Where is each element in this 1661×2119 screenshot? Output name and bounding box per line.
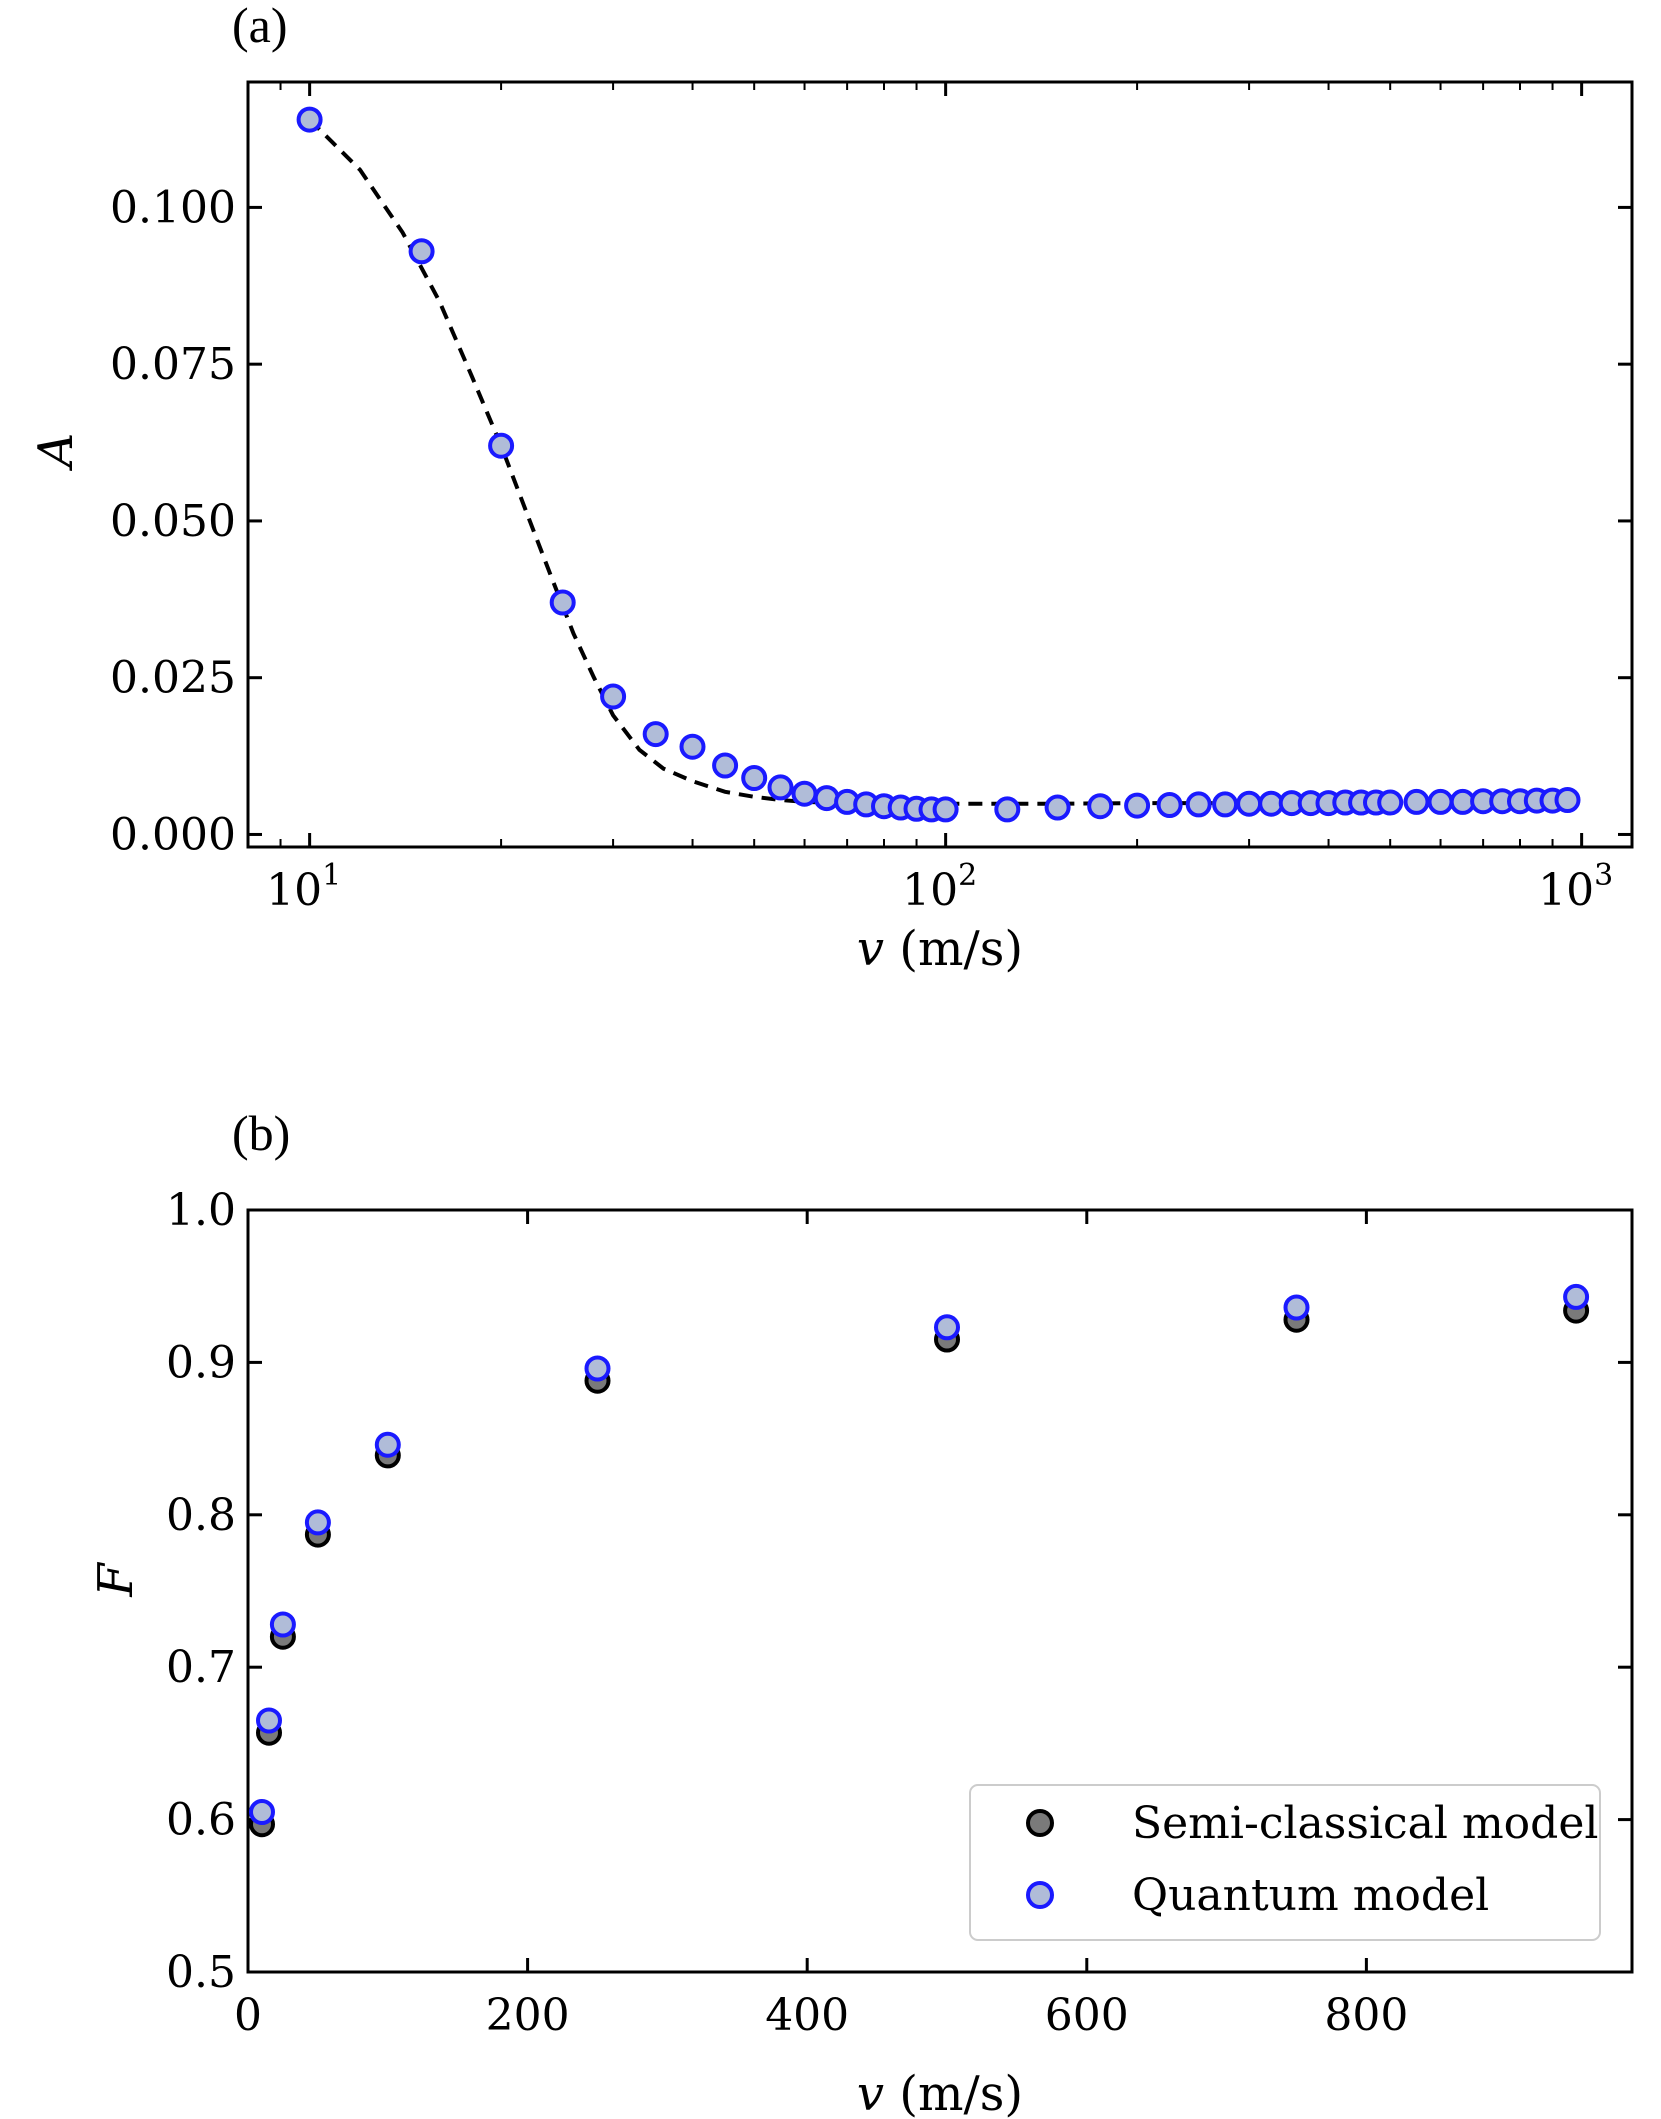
panel-a-point-series-1 — [642, 721, 669, 748]
panel-b-ytick-label: 0.8 — [166, 1490, 236, 1541]
panel-b-plot-area: 0.5 0.6 0.7 0.8 0.9 1.0 0 200 400 600 800 — [166, 1185, 1634, 2041]
panel-a-point-series-1 — [488, 432, 515, 459]
panel-a-label: (a) — [232, 0, 288, 53]
panel-a-xtick-label: 102 — [902, 858, 977, 916]
panel-b-point-series-1 — [374, 1431, 401, 1458]
legend: Semi-classical model Quantum model — [969, 1784, 1601, 1941]
panel-a-ylabel: A — [28, 433, 84, 472]
panel-b-point-series-1 — [256, 1707, 282, 1734]
legend-marker-semi-classical — [1026, 1809, 1054, 1837]
panel-b-point-series-1 — [584, 1355, 611, 1382]
panel-a-point-series-1 — [1554, 787, 1581, 813]
panel-a-point-series-1 — [1427, 788, 1454, 815]
panel-b-ylabel: F — [88, 1562, 144, 1598]
legend-label-semi-classical: Semi-classical model — [1132, 1798, 1598, 1849]
panel-b-ytick-label: 0.5 — [166, 1947, 236, 1998]
panel-a-ytick-label: 0.000 — [110, 809, 236, 860]
panel-a-point-series-1 — [712, 752, 739, 779]
panel-a-point-series-1 — [994, 796, 1021, 823]
panel-b-ytick-label: 0.7 — [166, 1642, 236, 1693]
panel-a-point-series-1 — [791, 780, 818, 807]
panel-a-xlabel-var: v — [857, 921, 884, 977]
legend-box — [969, 1784, 1601, 1941]
panel-b-xtick-label: 0 — [234, 1990, 262, 2041]
panel-b-point-series-1 — [1563, 1283, 1590, 1310]
panel-a-point-series-1 — [1377, 789, 1404, 816]
panel-b-point-series-1 — [1283, 1294, 1310, 1321]
panel-b-point-series-1 — [304, 1509, 331, 1536]
panel-b: (b) 0.5 0.6 0.7 0.8 0.9 1.0 0 200 400 600 800 F v … — [88, 1105, 1634, 2119]
panel-b-point-series-1 — [934, 1314, 960, 1341]
panel-b-point-series-1 — [249, 1799, 275, 1825]
panel-a-point-series-1 — [1124, 792, 1151, 819]
panel-a-point-series-1 — [600, 683, 627, 710]
panel-a-point-series-1 — [767, 774, 794, 801]
panel-b-frame — [246, 1208, 1634, 1974]
panel-a-ytick-label: 0.050 — [110, 496, 236, 547]
panel-b-xtick-label: 400 — [765, 1990, 849, 2041]
panel-a-xtick-label: 101 — [266, 858, 341, 916]
panel-b-xlabel: v (m/s) — [857, 2066, 1023, 2119]
panel-a-xlabel: v (m/s) — [857, 921, 1023, 977]
panel-a-point-series-1 — [1156, 792, 1183, 818]
panel-b-xtick-label: 600 — [1045, 1990, 1129, 2041]
panel-a-ytick-label: 0.100 — [110, 182, 236, 233]
legend-marker-quantum — [1026, 1881, 1054, 1909]
panel-a-point-series-1 — [408, 238, 435, 265]
panel-b-point-series-1 — [269, 1611, 296, 1638]
panel-a-ytick-label: 0.075 — [110, 339, 236, 390]
panel-a-frame — [246, 80, 1634, 849]
panel-b-ytick-label: 0.9 — [166, 1337, 236, 1388]
panel-a-point-series-1 — [1403, 788, 1430, 815]
panel-a-plot-area: 0.000 0.025 0.050 0.075 0.100 101 102 103 — [110, 80, 1634, 916]
panel-a-point-series-1 — [1185, 791, 1212, 818]
panel-b-xtick-label: 800 — [1324, 1990, 1408, 2041]
panel-b-label: (b) — [232, 1105, 290, 1161]
panel-a-fit-curve — [308, 118, 1568, 806]
panel-a-point-series-1 — [813, 785, 840, 812]
panel-b-xlabel-unit: (m/s) — [884, 2066, 1023, 2119]
panel-a-point-series-1 — [932, 796, 959, 823]
panel-a-point-series-1 — [1212, 791, 1239, 818]
panel-a-point-series-1 — [296, 106, 323, 133]
panel-b-ytick-label: 1.0 — [166, 1185, 236, 1236]
panel-a-point-series-1 — [741, 765, 768, 791]
panel-a-point-series-1 — [1044, 794, 1071, 821]
panel-b-xlabel-var: v — [857, 2066, 884, 2119]
panel-a-point-series-1 — [1236, 790, 1263, 817]
panel-b-xtick-label: 200 — [486, 1990, 570, 2041]
panel-a: (a) 0.000 0.025 0.050 0.075 0.100 101 102 103 A… — [28, 0, 1634, 977]
panel-a-point-series-1 — [679, 733, 706, 760]
panel-a-xtick-label: 103 — [1538, 858, 1613, 916]
panel-b-ytick-label: 0.6 — [166, 1795, 236, 1846]
panel-a-xlabel-unit: (m/s) — [884, 921, 1023, 977]
legend-label-quantum: Quantum model — [1132, 1870, 1489, 1921]
panel-a-point-series-1 — [1087, 793, 1114, 820]
panel-a-point-series-1 — [549, 589, 576, 616]
panel-a-ytick-label: 0.025 — [110, 653, 236, 704]
